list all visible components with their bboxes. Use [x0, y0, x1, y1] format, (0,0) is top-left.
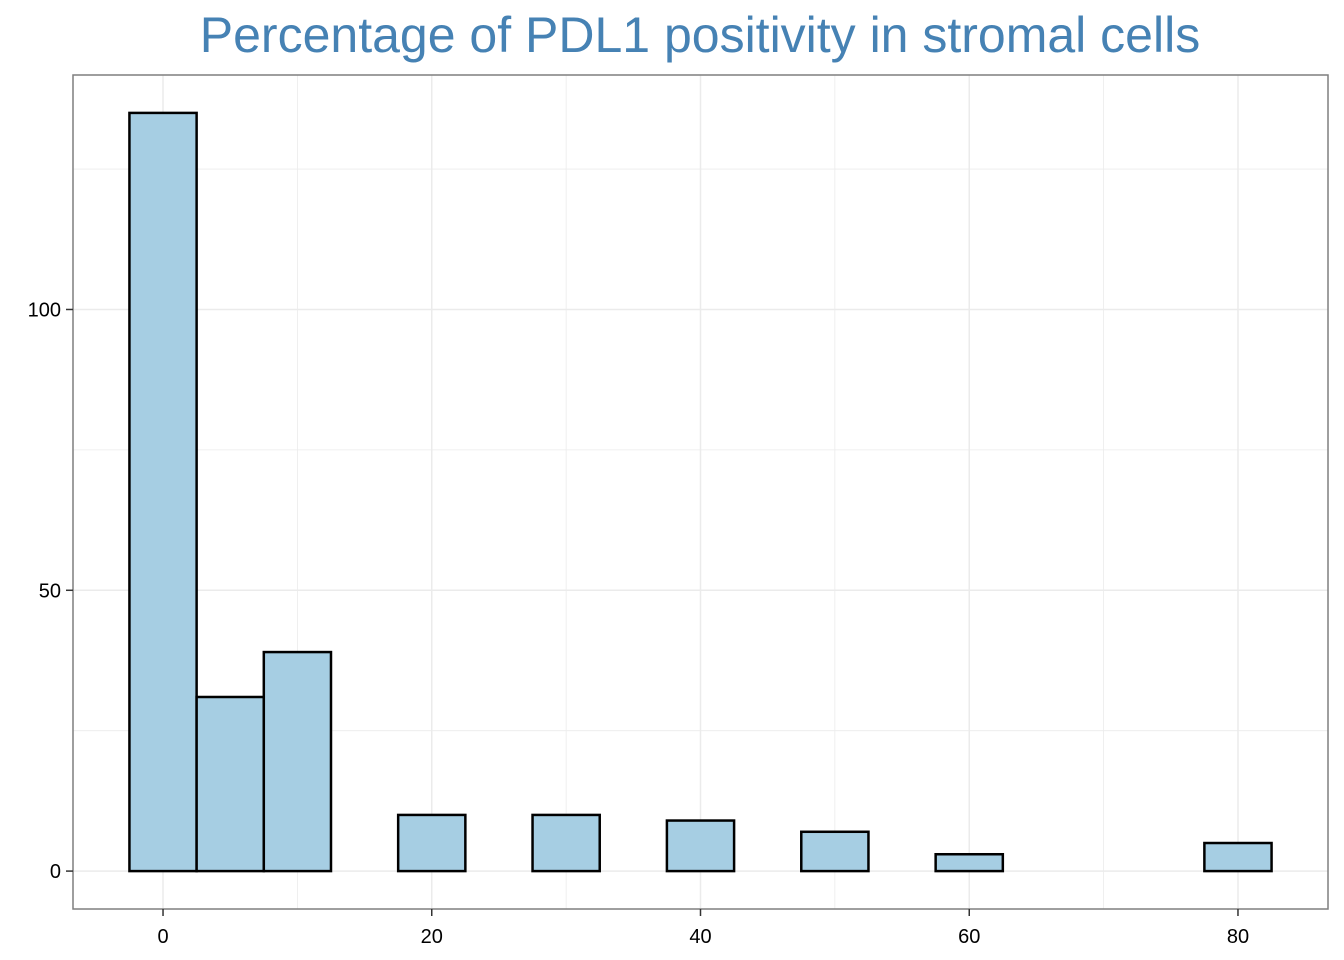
y-tick-label: 50 [39, 580, 61, 602]
x-tick-label: 0 [157, 926, 168, 948]
histogram-bar [934, 852, 1005, 873]
histogram-bar [195, 695, 266, 873]
x-tick-label: 80 [1227, 926, 1249, 948]
histogram-bar [665, 819, 736, 873]
x-tick-label: 60 [958, 926, 980, 948]
x-tick-label: 40 [689, 926, 711, 948]
y-tick-label: 100 [28, 299, 61, 321]
histogram-bars [128, 111, 1273, 873]
histogram-bar [128, 111, 198, 873]
histogram-bar [1203, 841, 1273, 873]
chart-title: Percentage of PDL1 positivity in stromal… [199, 7, 1201, 63]
x-tick-label: 20 [421, 926, 443, 948]
histogram-bar [531, 813, 601, 873]
histogram-bar [396, 813, 467, 873]
axes: 0 20 40 60 80 0 50 100 [28, 299, 1249, 948]
y-tick-label: 0 [50, 861, 61, 883]
histogram-bar [800, 830, 870, 873]
histogram-bar [262, 650, 333, 873]
